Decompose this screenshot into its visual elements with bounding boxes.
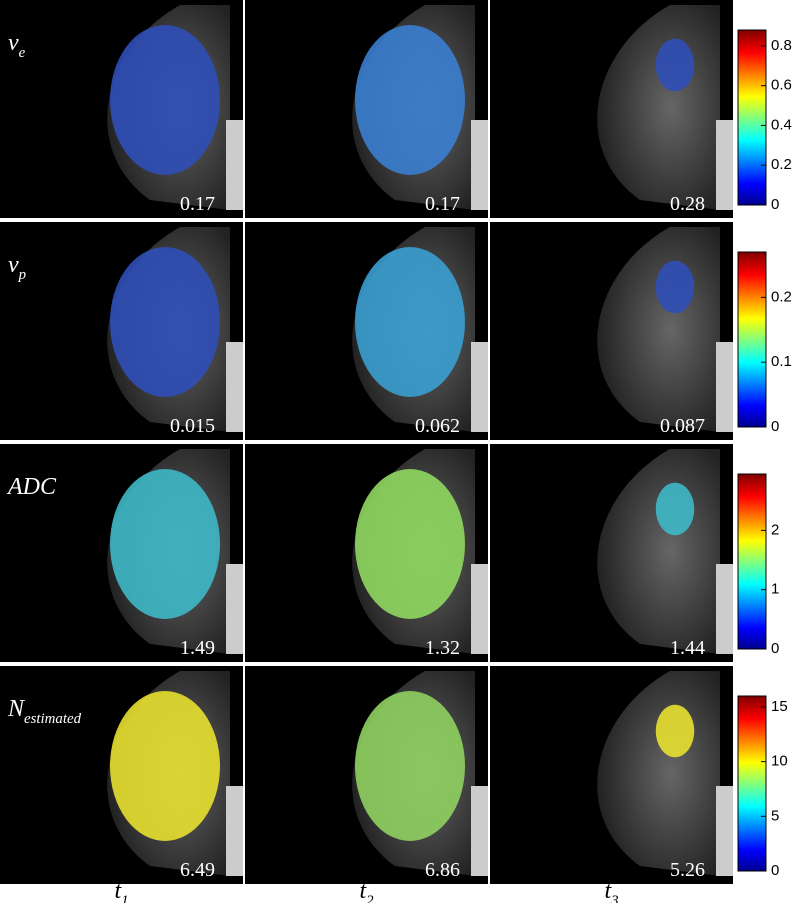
label-sub: e	[19, 45, 26, 61]
tick-label: 0.4	[771, 116, 792, 133]
tick-label: 0	[771, 862, 779, 879]
tick-label: 2	[771, 521, 779, 538]
label-sub: estimated	[24, 711, 82, 727]
label-sub: 2	[366, 893, 374, 903]
chest-wall	[716, 564, 733, 654]
tick-label: 0.6	[771, 77, 792, 94]
value: 1.44	[670, 637, 705, 659]
colorbar	[738, 696, 766, 871]
tick-label: 0.2	[771, 156, 792, 173]
value: 0.28	[670, 193, 705, 215]
figure: 0.170.170.28ve00.20.40.60.80.0150.0620.0…	[0, 0, 808, 903]
label-sub: 1	[121, 893, 128, 903]
label-main: v	[8, 30, 19, 56]
chest-wall	[471, 564, 488, 654]
map	[110, 469, 220, 619]
value: 0.17	[180, 193, 215, 215]
chest-wall	[716, 120, 733, 210]
value: 0.17	[425, 193, 460, 215]
label-sub: p	[18, 267, 26, 283]
tick-label: 0	[771, 196, 779, 213]
value: 6.86	[425, 859, 460, 881]
value: 1.49	[180, 637, 215, 659]
tick-label: 0.1	[771, 353, 792, 370]
chest-wall	[471, 120, 488, 210]
chest-wall	[226, 120, 243, 210]
tick-label: 15	[771, 698, 788, 715]
label-main: ADC	[6, 474, 57, 500]
map	[656, 705, 695, 758]
colorbar	[738, 474, 766, 649]
tick-label: 1	[771, 581, 779, 598]
tick-label: 5	[771, 807, 779, 824]
chest-wall	[716, 786, 733, 876]
colorbar	[738, 252, 766, 427]
map	[656, 39, 695, 92]
tick-label: 0	[771, 640, 779, 657]
chest-wall	[226, 564, 243, 654]
map	[355, 691, 465, 841]
chest-wall	[471, 342, 488, 432]
tick-label: 0.2	[771, 288, 792, 305]
tick-label: 0	[771, 418, 779, 435]
value: 6.49	[180, 859, 215, 881]
map	[355, 469, 465, 619]
value: 0.087	[660, 415, 705, 437]
value: 5.26	[670, 859, 705, 881]
chest-wall	[471, 786, 488, 876]
label: ADC	[6, 474, 57, 500]
map	[656, 483, 695, 536]
chest-wall	[226, 342, 243, 432]
label-main: v	[8, 252, 19, 278]
chest-wall	[226, 786, 243, 876]
tick-label: 0.8	[771, 37, 792, 54]
value: 1.32	[425, 637, 460, 659]
map	[110, 691, 220, 841]
value: 0.062	[415, 415, 460, 437]
map	[355, 25, 465, 175]
label-sub: 3	[610, 893, 618, 903]
map	[110, 247, 220, 397]
map	[110, 25, 220, 175]
map	[355, 247, 465, 397]
colorbar	[738, 30, 766, 205]
map	[656, 261, 695, 314]
value: 0.015	[170, 415, 215, 437]
chest-wall	[716, 342, 733, 432]
tick-label: 10	[771, 753, 788, 770]
